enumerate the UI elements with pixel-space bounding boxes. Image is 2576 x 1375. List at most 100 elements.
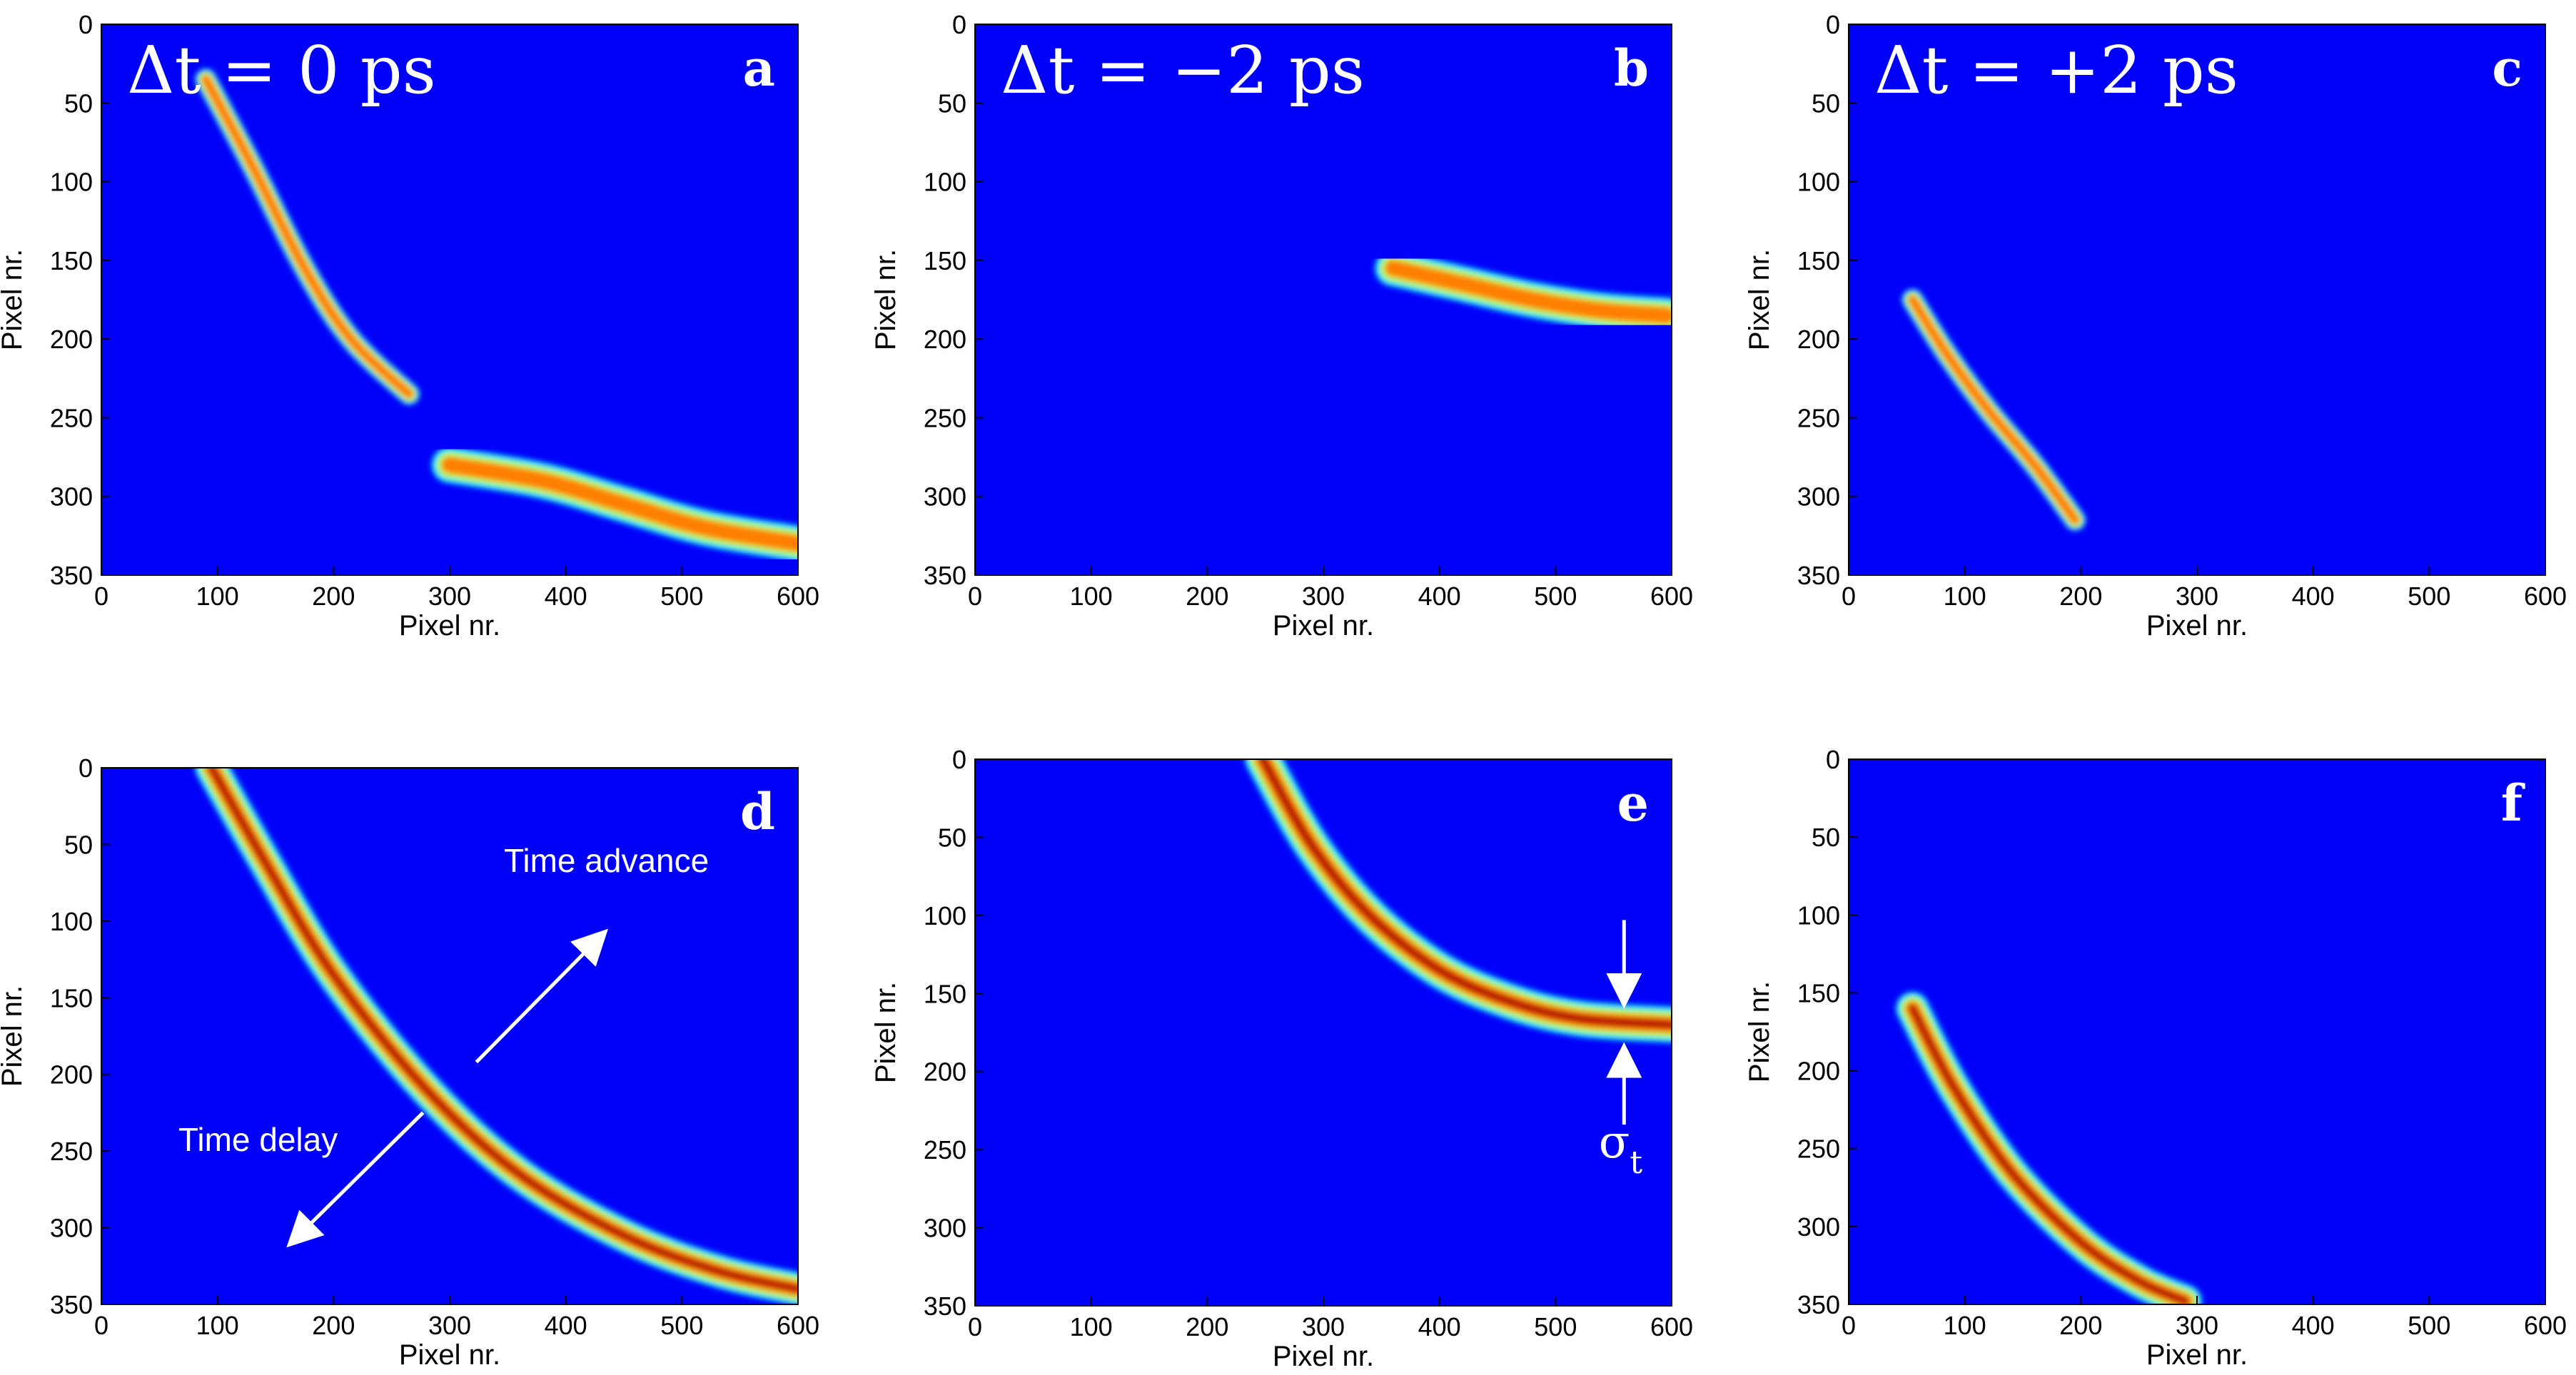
x-tick-label: 0 (1842, 1311, 1856, 1340)
x-axis-label: Pixel nr. (2146, 1339, 2248, 1371)
y-tick-label: 200 (1797, 325, 1840, 354)
y-tick-label: 350 (50, 561, 93, 590)
annotation-arrow (475, 928, 609, 1064)
y-tick-label: 300 (1797, 482, 1840, 512)
y-tick-label: 100 (1797, 168, 1840, 197)
y-tick-label: 250 (924, 1135, 966, 1165)
intensity-band-1 (1375, 250, 1672, 334)
x-tick-label: 300 (1302, 582, 1345, 611)
y-axis-label: Pixel nr. (1744, 981, 1775, 1082)
y-tick-label: 250 (924, 403, 966, 432)
y-tick-label: 200 (924, 325, 966, 354)
y-tick-label: 0 (79, 10, 93, 39)
heatmap-bands (1245, 759, 1672, 1043)
x-tick-label: 300 (428, 582, 471, 611)
intensity-band-1 (1896, 992, 2202, 1304)
y-tick-label: 250 (1797, 1135, 1840, 1164)
x-axis-label: Pixel nr. (1273, 610, 1374, 641)
panel-a: 0 100 200 300 400 500 600 0 50 100 150 200 250 300 350… (0, 10, 819, 641)
x-tick-label: 500 (1534, 582, 1577, 611)
x-tick-label: 600 (2524, 582, 2567, 611)
y-tick-label: 200 (50, 1060, 93, 1090)
y-tick-label: 50 (64, 830, 93, 859)
y-tick-label: 150 (1797, 978, 1840, 1008)
x-tick-label: 0 (968, 1312, 982, 1341)
intensity-band-2 (431, 447, 798, 562)
y-tick-label: 300 (1797, 1212, 1840, 1242)
intensity-band-1 (195, 768, 798, 1304)
heatmap-bands (1901, 289, 2086, 531)
y-tick-label: 0 (1826, 745, 1840, 774)
panel-c: 0 100 200 300 400 500 600 0 50 100 150 200 250 300 350… (1744, 10, 2567, 641)
panel-title: Δt = +2 ps (1874, 32, 2238, 108)
y-tick-label: 50 (1812, 88, 1840, 118)
panel-e: 0 100 200 300 400 500 600 0 50 100 150 200 250 300 350… (870, 745, 1693, 1372)
x-tick-label: 200 (1186, 1312, 1228, 1341)
heatmap-bands (195, 768, 798, 1304)
text-annotation: Time advance (504, 842, 709, 879)
intensity-band-1 (195, 69, 420, 405)
x-tick-label: 400 (2292, 582, 2335, 611)
x-tick-label: 200 (312, 582, 355, 611)
band-level-3 (440, 456, 798, 553)
panel-letter: c (2492, 39, 2522, 98)
panel-d: 0 100 200 300 400 500 600 0 50 100 150 200 250 300 350… (0, 754, 819, 1371)
y-tick-label: 50 (1812, 823, 1840, 852)
x-axis-label: Pixel nr. (399, 1339, 500, 1371)
y-tick-label: 0 (952, 745, 966, 774)
y-tick-label: 150 (50, 983, 93, 1013)
y-tick-label: 50 (64, 88, 93, 118)
x-tick-label: 600 (2524, 1311, 2567, 1340)
x-tick-label: 0 (968, 582, 982, 611)
x-tick-label: 500 (660, 1311, 703, 1340)
panel-letter: f (2501, 773, 2525, 833)
y-axis-label: Pixel nr. (870, 249, 901, 350)
heatmap-bands (195, 69, 798, 562)
x-tick-label: 0 (94, 1311, 108, 1340)
y-tick-label: 100 (50, 907, 93, 936)
x-tick-label: 200 (1186, 582, 1228, 611)
x-tick-label: 400 (1418, 1312, 1461, 1341)
x-tick-label: 600 (1650, 1312, 1693, 1341)
y-tick-label: 100 (924, 901, 966, 930)
y-tick-label: 300 (924, 482, 966, 512)
y-tick-label: 150 (1797, 246, 1840, 275)
x-tick-label: 300 (2176, 1311, 2218, 1340)
x-axis-label: Pixel nr. (1273, 1341, 1374, 1372)
y-tick-label: 200 (924, 1057, 966, 1087)
text-annotation: Time delay (178, 1121, 338, 1158)
x-tick-label: 100 (196, 1311, 239, 1340)
y-axis-label: Pixel nr. (0, 249, 28, 350)
x-tick-label: 0 (1842, 582, 1856, 611)
y-tick-label: 350 (1797, 561, 1840, 590)
x-tick-label: 300 (2176, 582, 2218, 611)
x-tick-label: 600 (1650, 582, 1693, 611)
y-tick-label: 200 (1797, 1057, 1840, 1086)
y-tick-label: 0 (1826, 10, 1840, 39)
y-tick-label: 250 (50, 403, 93, 432)
x-tick-label: 400 (1418, 582, 1461, 611)
y-tick-label: 350 (924, 561, 966, 590)
intensity-band-1 (1901, 289, 2086, 531)
panel-title: Δt = −2 ps (1001, 32, 1365, 108)
y-tick-label: 150 (924, 246, 966, 275)
heatmap-background (101, 768, 798, 1304)
y-tick-label: 200 (50, 325, 93, 354)
band-level-3 (201, 74, 415, 400)
y-axis-label: Pixel nr. (0, 985, 28, 1087)
intensity-band-1 (1245, 759, 1672, 1043)
x-tick-label: 500 (1534, 1312, 1577, 1341)
x-tick-label: 200 (2059, 582, 2102, 611)
x-tick-label: 600 (777, 582, 819, 611)
x-tick-label: 100 (1944, 582, 1986, 611)
y-tick-label: 250 (1797, 403, 1840, 432)
panel-f: 0 100 200 300 400 500 600 0 50 100 150 200 250 300 350… (1744, 745, 2567, 1371)
panel-letter: e (1617, 773, 1649, 833)
band-level-4 (208, 768, 798, 1293)
x-axis-label: Pixel nr. (399, 610, 500, 641)
band-level-3 (1907, 294, 2081, 525)
y-axis-label: Pixel nr. (870, 982, 901, 1083)
x-tick-label: 600 (777, 1311, 819, 1340)
y-tick-label: 300 (924, 1214, 966, 1243)
panel-letter: d (740, 782, 775, 841)
